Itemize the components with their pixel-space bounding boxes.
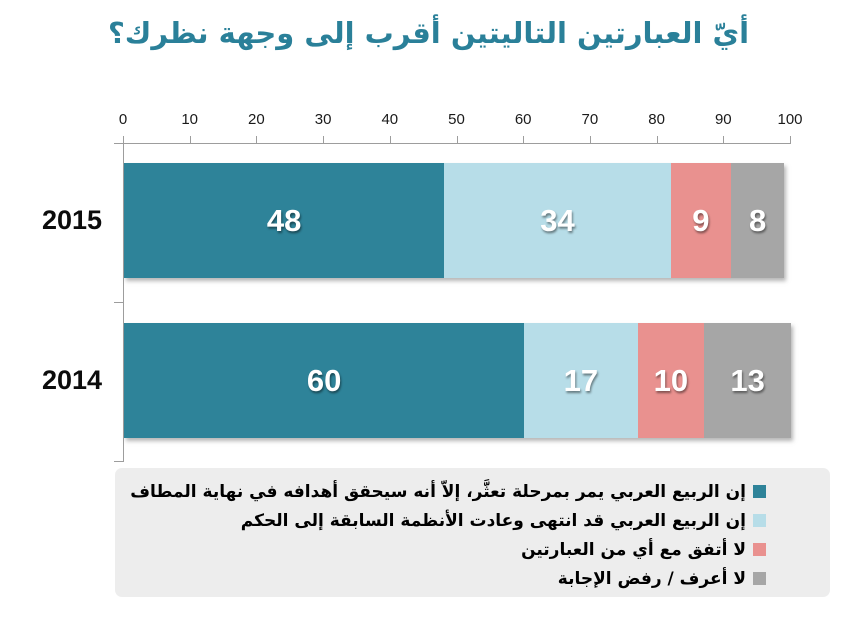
bar-value-label: 17 bbox=[563, 362, 599, 398]
x-tick-mark bbox=[389, 136, 391, 143]
legend-label: إن الربيع العربي قد انتهى وعادت الأنظمة … bbox=[240, 510, 746, 531]
x-tick-mark bbox=[523, 136, 525, 143]
x-tick-label: 100 bbox=[777, 111, 803, 128]
plot-area: 0 10 20 30 40 50 60 70 80 90 100 48 34 9 8 60 17 10 13 bbox=[114, 111, 803, 462]
bar-value-label: 48 bbox=[266, 202, 302, 238]
legend-item: لا أعرف / رفض الإجابة bbox=[127, 565, 766, 592]
category-tick bbox=[114, 143, 123, 144]
y-axis-line bbox=[123, 143, 124, 462]
legend-swatch-icon bbox=[753, 572, 766, 585]
category-label-2015: 2015 bbox=[41, 204, 103, 235]
bar-segment: 9 bbox=[670, 163, 731, 278]
bar-segment: 17 bbox=[524, 323, 638, 438]
bar-value-label: 9 bbox=[692, 202, 710, 238]
bar-value-label: 10 bbox=[653, 362, 689, 398]
bar-2015: 48 34 9 8 bbox=[124, 163, 785, 278]
bar-segment: 13 bbox=[704, 323, 791, 438]
x-tick-mark bbox=[656, 136, 658, 143]
legend-swatch-icon bbox=[753, 485, 766, 498]
x-tick-mark bbox=[323, 136, 325, 143]
category-label-2014: 2014 bbox=[41, 364, 103, 395]
legend-item: إن الربيع العربي قد انتهى وعادت الأنظمة … bbox=[127, 507, 766, 534]
legend-item: لا أتفق مع أي من العبارتين bbox=[127, 536, 766, 563]
x-tick-mark bbox=[456, 136, 458, 143]
x-tick-label: 0 bbox=[118, 111, 128, 128]
x-tick-label: 40 bbox=[381, 111, 399, 128]
x-tick-label: 20 bbox=[248, 111, 265, 128]
legend: إن الربيع العربي يمر بمرحلة تعثَّر، إلاّ… bbox=[115, 468, 830, 597]
x-tick-mark bbox=[723, 136, 725, 143]
bar-segment: 10 bbox=[637, 323, 705, 438]
x-tick-mark bbox=[589, 136, 591, 143]
x-tick-mark bbox=[123, 136, 124, 143]
x-tick-label: 10 bbox=[181, 111, 199, 128]
bar-value-label: 60 bbox=[306, 362, 342, 398]
x-tick-label: 30 bbox=[314, 111, 332, 128]
legend-swatch-icon bbox=[753, 514, 766, 527]
legend-swatch-icon bbox=[753, 543, 766, 556]
bar-value-label: 8 bbox=[748, 202, 767, 238]
legend-item: إن الربيع العربي يمر بمرحلة تعثَّر، إلاّ… bbox=[127, 478, 766, 505]
x-axis-line bbox=[123, 143, 791, 144]
bar-segment: 8 bbox=[730, 163, 785, 278]
category-tick bbox=[114, 461, 123, 462]
bar-segment: 48 bbox=[124, 163, 445, 278]
x-tick-label: 80 bbox=[648, 111, 665, 128]
x-tick-mark bbox=[790, 136, 791, 143]
x-tick-label: 70 bbox=[581, 111, 599, 128]
bar-value-label: 34 bbox=[540, 202, 575, 238]
legend-label: لا أتفق مع أي من العبارتين bbox=[521, 539, 746, 560]
x-tick-label: 90 bbox=[714, 111, 732, 128]
x-tick-label: 50 bbox=[448, 111, 465, 128]
x-tick-mark bbox=[256, 136, 258, 143]
x-tick-label: 60 bbox=[514, 111, 532, 128]
legend-label: لا أعرف / رفض الإجابة bbox=[557, 568, 746, 589]
bar-value-label: 13 bbox=[730, 362, 765, 398]
chart-title: أيّ العبارتين التاليتين أقرب إلى وجهة نظ… bbox=[107, 16, 750, 50]
bar-segment: 34 bbox=[444, 163, 671, 278]
legend-label: إن الربيع العربي يمر بمرحلة تعثَّر، إلاّ… bbox=[130, 481, 746, 502]
bar-2014: 60 17 10 13 bbox=[124, 323, 791, 438]
x-tick-mark bbox=[189, 136, 191, 143]
bar-segment: 60 bbox=[124, 323, 525, 438]
legend-rows: إن الربيع العربي يمر بمرحلة تعثَّر، إلاّ… bbox=[127, 478, 766, 594]
category-tick bbox=[114, 302, 123, 303]
